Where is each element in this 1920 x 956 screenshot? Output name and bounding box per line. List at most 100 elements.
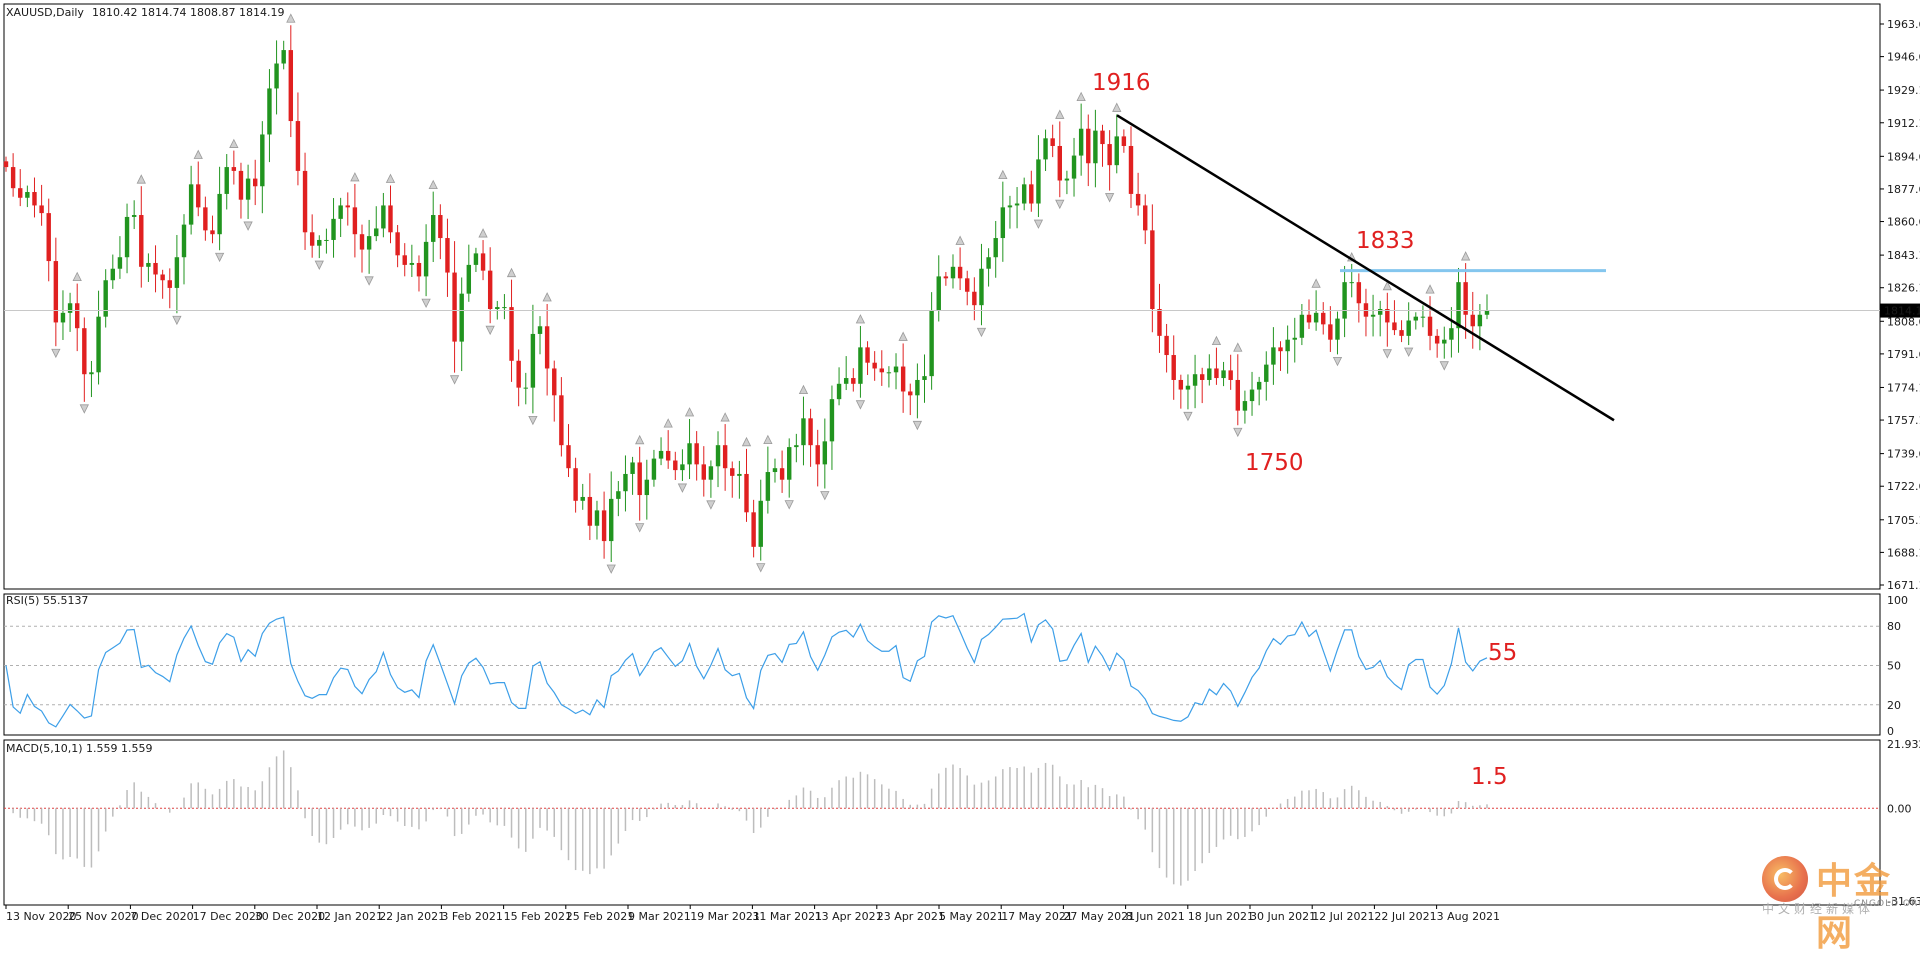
candle-body (566, 445, 571, 469)
fractal-up-arrow-icon (350, 172, 360, 182)
candle-body (836, 383, 842, 400)
date-tick-label: 17 May 2021 (1001, 910, 1073, 923)
candle-body (1477, 314, 1483, 327)
rsi-tick-label: 80 (1887, 620, 1901, 633)
annotation-rsi-55: 55 (1488, 640, 1517, 666)
candle-body (1406, 320, 1411, 336)
candle-body (167, 280, 172, 288)
candle-body (801, 418, 806, 446)
fractal-down-arrow-icon (314, 260, 324, 270)
candle-body (772, 468, 778, 473)
price-tick-label: 1722.60 (1887, 480, 1920, 493)
macd-tick-label: 21.932 (1887, 738, 1920, 751)
candle-body (1207, 368, 1212, 380)
fractal-down-arrow-icon (756, 563, 766, 573)
candle-body (1434, 335, 1440, 344)
candle-body (39, 205, 44, 214)
candle-body (1021, 184, 1027, 204)
candle-body (117, 257, 123, 269)
candle-body (32, 192, 37, 206)
candle-body (445, 238, 450, 273)
fractal-up-arrow-icon (763, 434, 773, 445)
candle-body (181, 224, 187, 258)
candle-body (1399, 330, 1404, 336)
candle-body (829, 399, 835, 442)
fractal-down-arrow-icon (1332, 356, 1343, 367)
candle-body (1271, 347, 1276, 365)
date-tick-label: 3 Feb 2021 (441, 910, 502, 923)
candle-body (544, 326, 550, 369)
candle-body (139, 215, 144, 267)
fractal-down-arrow-icon (364, 276, 374, 286)
candle-body (1178, 379, 1184, 390)
candle-body (950, 266, 956, 279)
fractal-up-arrow-icon (1055, 109, 1065, 119)
candle-body (1121, 136, 1127, 146)
candle-body (609, 498, 614, 542)
candle-body (274, 63, 279, 89)
candle-body (89, 372, 94, 375)
fractal-up-arrow-icon (542, 292, 552, 302)
candle-body (1150, 230, 1155, 310)
candle-body (815, 445, 820, 465)
candle-body (1299, 314, 1305, 338)
candle-body (359, 234, 365, 250)
candle-body (1107, 144, 1112, 166)
fractal-down-arrow-icon (449, 375, 460, 385)
candle-body (965, 278, 970, 292)
fractal-up-arrow-icon (741, 436, 752, 447)
price-tick-label: 1946.60 (1887, 51, 1920, 64)
date-tick-label: 30 Jun 2021 (1250, 910, 1316, 923)
price-tick-label: 1774.10 (1887, 381, 1920, 394)
candle-body (922, 376, 927, 380)
candle-body (715, 445, 721, 467)
candle-body (1064, 178, 1070, 181)
candle-body (972, 291, 977, 306)
fractal-up-arrow-icon (955, 235, 965, 245)
candle-body (146, 262, 151, 267)
fractal-up-arrow-icon (286, 13, 296, 23)
price-tick-label: 1688.10 (1887, 546, 1920, 559)
candle-body (1157, 309, 1162, 336)
price-tick-label: 1808.60 (1887, 315, 1920, 328)
candle-body (915, 379, 920, 396)
candle-body (1377, 309, 1383, 315)
fractal-up-arrow-icon (798, 384, 809, 395)
fractal-up-arrow-icon (1233, 342, 1243, 352)
fractal-down-arrow-icon (1439, 361, 1449, 371)
candle-body (1043, 138, 1048, 160)
candle-body (1249, 389, 1255, 402)
candle-body (1342, 282, 1347, 319)
candle-body (1228, 370, 1233, 380)
annotation-1916: 1916 (1092, 70, 1151, 96)
annotation-macd-1-5: 1.5 (1471, 764, 1508, 790)
date-tick-label: 25 Nov 2020 (68, 910, 138, 923)
fractal-down-arrow-icon (976, 327, 987, 338)
macd-title: MACD(5,10,1) 1.559 1.559 (6, 742, 153, 755)
candle-body (452, 272, 457, 342)
candle-body (530, 333, 536, 388)
chart-canvas: 1814.19 1963.60 1946.60 1929.15 1912.10 1894… (3, 3, 1920, 923)
date-tick-label: 15 Feb 2021 (504, 910, 572, 923)
ohlc-header: 1810.42 1814.74 1808.87 1814.19 (92, 6, 284, 19)
rsi-tick-label: 0 (1887, 725, 1894, 738)
candle-body (260, 134, 265, 187)
candle-body (1014, 203, 1020, 206)
rsi-title: RSI(5) 55.5137 (6, 594, 88, 607)
candle-body (252, 178, 258, 187)
trend-line (1116, 114, 1615, 422)
candle-body (1264, 364, 1269, 382)
candle-body (765, 472, 771, 501)
candle-body (381, 205, 386, 229)
candle-body (658, 450, 664, 459)
candle-body (245, 178, 251, 200)
candle-body (843, 378, 849, 384)
fractal-up-arrow-icon (1311, 278, 1321, 288)
candle-body (1278, 347, 1283, 352)
fractal-down-arrow-icon (912, 420, 923, 431)
candle-body (893, 366, 899, 373)
candle-body (744, 473, 749, 513)
candle-body (680, 464, 685, 471)
fractal-up-arrow-icon (635, 434, 645, 445)
candle-body (502, 307, 507, 309)
